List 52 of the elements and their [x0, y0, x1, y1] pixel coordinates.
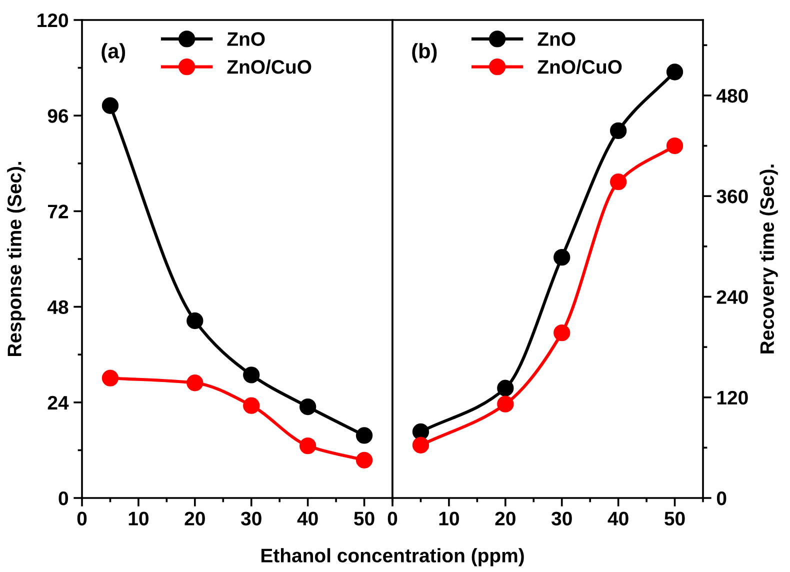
x-axis-title: Ethanol concentration (ppm) — [261, 548, 524, 566]
point — [610, 174, 627, 190]
x-tick-label: 30 — [240, 512, 262, 526]
x-tick-label: 40 — [608, 512, 628, 526]
point — [554, 324, 570, 342]
point — [186, 374, 204, 392]
y-tick-label: 96 — [48, 109, 68, 123]
point — [299, 437, 316, 454]
point — [412, 423, 430, 440]
y2-tick-label: 360 — [716, 190, 748, 204]
x-tick-label: 10 — [128, 512, 148, 526]
point — [102, 97, 119, 114]
x-tick-label: 50 — [664, 512, 685, 526]
point — [412, 436, 430, 454]
x-tick-label: 20 — [495, 512, 516, 526]
x-tick-label: 10 — [439, 512, 459, 526]
x-tick-label: 0 — [77, 512, 87, 526]
legend-label: ZnO — [538, 32, 576, 46]
y2-tick-label: 480 — [716, 88, 748, 103]
x-tick-label: 0 — [388, 512, 398, 526]
y-tick-label: 120 — [38, 13, 68, 28]
y-tick-label: 24 — [48, 396, 69, 410]
y2-tick-label: 240 — [716, 290, 748, 304]
point — [666, 64, 684, 80]
point — [299, 398, 316, 416]
legend-label: ZnO/CuO — [227, 60, 312, 74]
y2-tick-label: 0 — [716, 491, 726, 506]
point — [356, 452, 373, 468]
point — [243, 397, 260, 414]
legend-label: ZnO/CuO — [538, 60, 622, 74]
y-tick-label: 48 — [47, 300, 68, 314]
point — [186, 312, 204, 330]
point — [356, 427, 373, 444]
y2-axis-title: Recovery time (Sec). — [760, 164, 778, 354]
annotation: (a) — [102, 43, 126, 63]
y-axis-title: Response time (Sec). — [7, 162, 26, 356]
point — [554, 248, 570, 266]
annotation: (b) — [412, 43, 437, 63]
point — [102, 370, 119, 386]
point — [666, 137, 684, 154]
point — [610, 122, 627, 140]
point — [497, 380, 514, 396]
y-tick-label: 0 — [58, 491, 68, 506]
point — [243, 366, 260, 384]
legend-label: ZnO — [227, 32, 265, 46]
x-tick-label: 30 — [551, 512, 572, 526]
x-tick-label: 40 — [297, 512, 318, 526]
y2-tick-label: 120 — [717, 390, 748, 405]
y-tick-label: 72 — [48, 204, 68, 218]
x-tick-label: 50 — [354, 512, 374, 526]
x-tick-label: 20 — [184, 512, 205, 526]
point — [497, 396, 514, 412]
